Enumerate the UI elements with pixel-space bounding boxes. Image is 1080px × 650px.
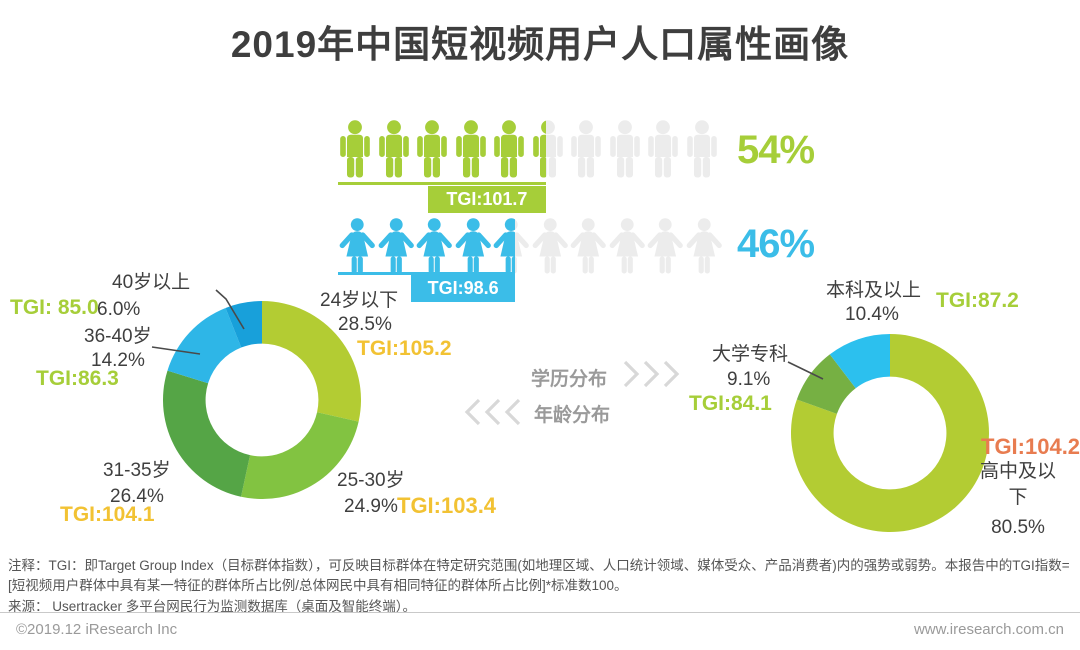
female-icon	[647, 218, 683, 274]
female-pictogram-row: TGI:98.6 46%	[338, 218, 815, 318]
female-tgi-badge: TGI:98.6	[411, 275, 516, 302]
female-icon	[532, 218, 568, 274]
donut-segment	[791, 334, 989, 532]
male-icon	[648, 120, 678, 178]
female-icon	[570, 218, 606, 274]
footer-divider	[0, 612, 1080, 613]
female-icon	[416, 218, 452, 274]
age-seg-tgi-36-40: TGI:86.3	[36, 367, 119, 390]
male-icon	[340, 120, 370, 178]
edu-seg-label-highschool: 高中及以下	[979, 461, 1056, 508]
edu-seg-highschool-block: 高中及以下 80.5%	[973, 459, 1063, 541]
age-seg-tgi-over40: TGI: 85.0	[10, 296, 99, 319]
tgi-definition-note: 注释：TGI：即Target Group Index（目标群体指数），可反映目标…	[8, 558, 1070, 593]
website-url: www.iresearch.com.cn	[913, 621, 1064, 638]
donut-segment	[241, 412, 359, 499]
donut-segment	[829, 334, 890, 389]
footnotes: 注释：TGI：即Target Group Index（目标群体指数），可反映目标…	[8, 556, 1072, 619]
edu-seg-pct-highschool: 80.5%	[991, 517, 1045, 538]
male-icons-filled	[338, 120, 546, 180]
age-distribution-label: 年龄分布	[534, 405, 611, 426]
female-icon	[339, 218, 375, 274]
education-distribution-label: 学历分布	[531, 369, 608, 390]
male-icon	[378, 120, 409, 178]
age-seg-tgi-25-30: TGI:103.4	[397, 493, 497, 518]
female-icon	[493, 218, 516, 274]
data-source-note: 来源： Usertracker 多平台网民行为监测数据库（桌面及智能终端）。	[8, 599, 417, 615]
male-tgi-badge: TGI:101.7	[427, 186, 546, 213]
male-underline	[338, 182, 546, 185]
age-seg-label-over40: 40岁以上	[112, 272, 191, 293]
male-icon	[532, 120, 546, 178]
age-seg-label-25-30: 25-30岁	[337, 470, 405, 491]
chevrons-left-icon	[464, 398, 521, 426]
male-icon	[455, 120, 486, 178]
age-seg-label-under24: 24岁以下	[320, 290, 399, 311]
age-donut-chart	[163, 301, 361, 499]
male-pictogram-row: TGI:101.7 54%	[338, 120, 815, 220]
edu-seg-pct-college: 9.1%	[727, 369, 771, 390]
page-title: 2019年中国短视频用户人口属性画像	[230, 24, 850, 65]
male-icon	[571, 120, 601, 178]
donut-segment	[163, 370, 251, 497]
female-underline	[338, 272, 516, 275]
edu-seg-pct-bachelor: 10.4%	[845, 304, 899, 325]
male-percent-value: 54%	[737, 128, 815, 172]
edu-seg-label-bachelor: 本科及以上	[826, 280, 922, 301]
male-icon	[686, 120, 717, 178]
age-seg-tgi-31-35: TGI:104.1	[60, 503, 155, 526]
chevrons-right-icon	[623, 360, 680, 388]
age-seg-pct-25-30: 24.9%	[344, 496, 398, 517]
age-seg-label-31-35: 31-35岁	[103, 460, 171, 481]
male-icon	[417, 120, 447, 178]
female-icons-filled	[338, 218, 516, 278]
edu-seg-tgi-college: TGI:84.1	[689, 392, 772, 415]
female-icon	[686, 218, 722, 274]
edu-seg-tgi-bachelor: TGI:87.2	[936, 289, 1019, 312]
edu-seg-label-college: 大学专科	[712, 344, 789, 365]
female-percent-value: 46%	[737, 222, 815, 266]
age-seg-pct-31-35: 26.4%	[110, 486, 164, 507]
age-seg-pct-under24: 28.5%	[338, 314, 392, 335]
male-icon	[494, 120, 524, 178]
education-donut-chart	[791, 334, 989, 532]
copyright-text: ©2019.12 iResearch Inc	[16, 621, 178, 638]
female-icon	[609, 218, 645, 274]
donut-segment	[262, 301, 361, 422]
female-icon	[378, 218, 414, 274]
edu-seg-tgi-highschool: TGI:104.2	[981, 434, 1080, 459]
donut-segment	[796, 354, 856, 414]
female-icon	[455, 218, 491, 274]
age-seg-tgi-under24: TGI:105.2	[357, 337, 452, 360]
age-seg-pct-over40: 6.0%	[97, 299, 141, 320]
age-seg-pct-36-40: 14.2%	[91, 350, 145, 371]
male-icon	[609, 120, 640, 178]
age-seg-label-36-40: 36-40岁	[84, 326, 152, 347]
